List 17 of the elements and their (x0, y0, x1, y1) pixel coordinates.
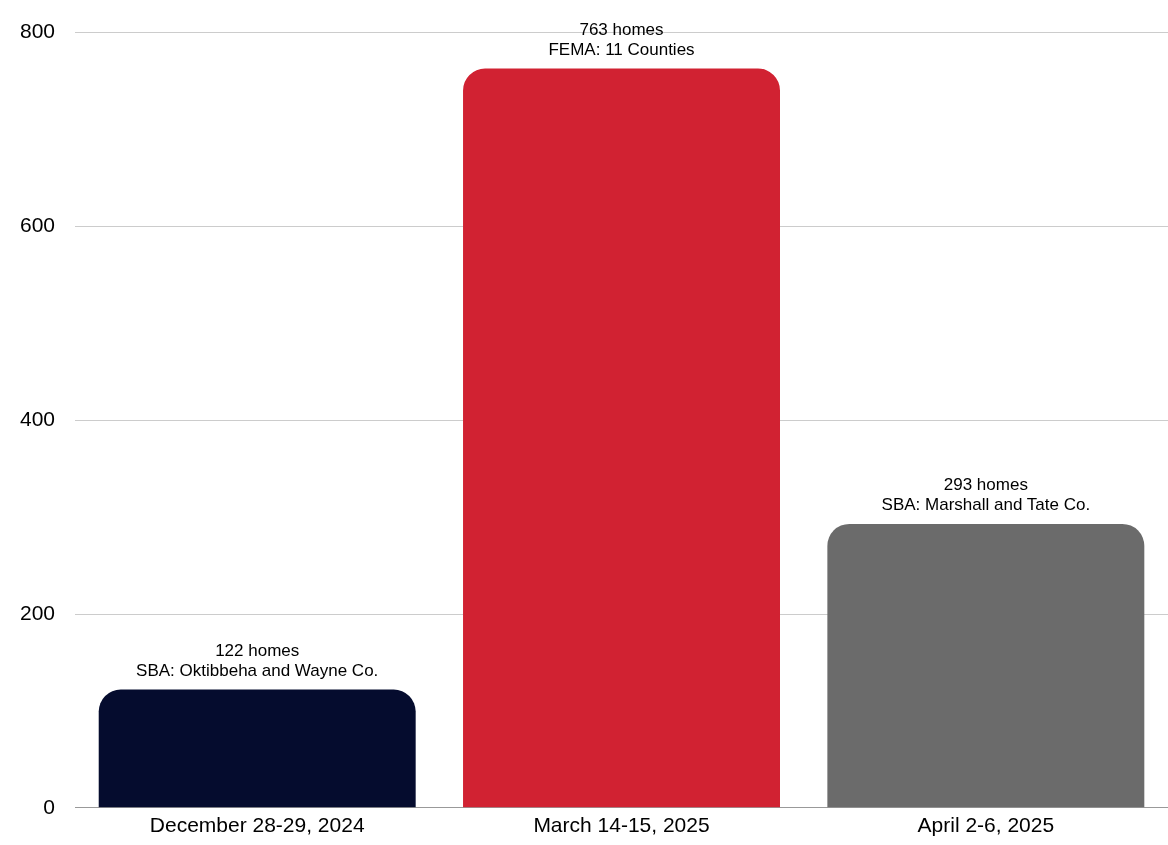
x-tick-label: March 14-15, 2025 (533, 813, 710, 837)
y-tick-label: 800 (19, 19, 56, 43)
y-tick-label: 200 (19, 600, 56, 624)
x-tick-label: April 2-6, 2025 (917, 813, 1055, 837)
annotation: FEMA: 11 Counties (548, 39, 695, 59)
annotation: SBA: Oktibbeha and Wayne Co. (136, 660, 379, 680)
bar (463, 68, 780, 808)
data-label: 763 homes (579, 19, 664, 39)
x-tick-label: December 28-29, 2024 (149, 813, 365, 837)
data-label: 293 homes (943, 475, 1028, 495)
bar (827, 523, 1145, 808)
y-tick-label: 0 (43, 794, 56, 818)
y-tick-label: 600 (19, 213, 56, 237)
data-label: 122 homes (215, 640, 300, 660)
y-tick-label: 400 (19, 407, 56, 430)
annotation: SBA: Marshall and Tate Co. (881, 495, 1091, 515)
bar (98, 689, 416, 808)
